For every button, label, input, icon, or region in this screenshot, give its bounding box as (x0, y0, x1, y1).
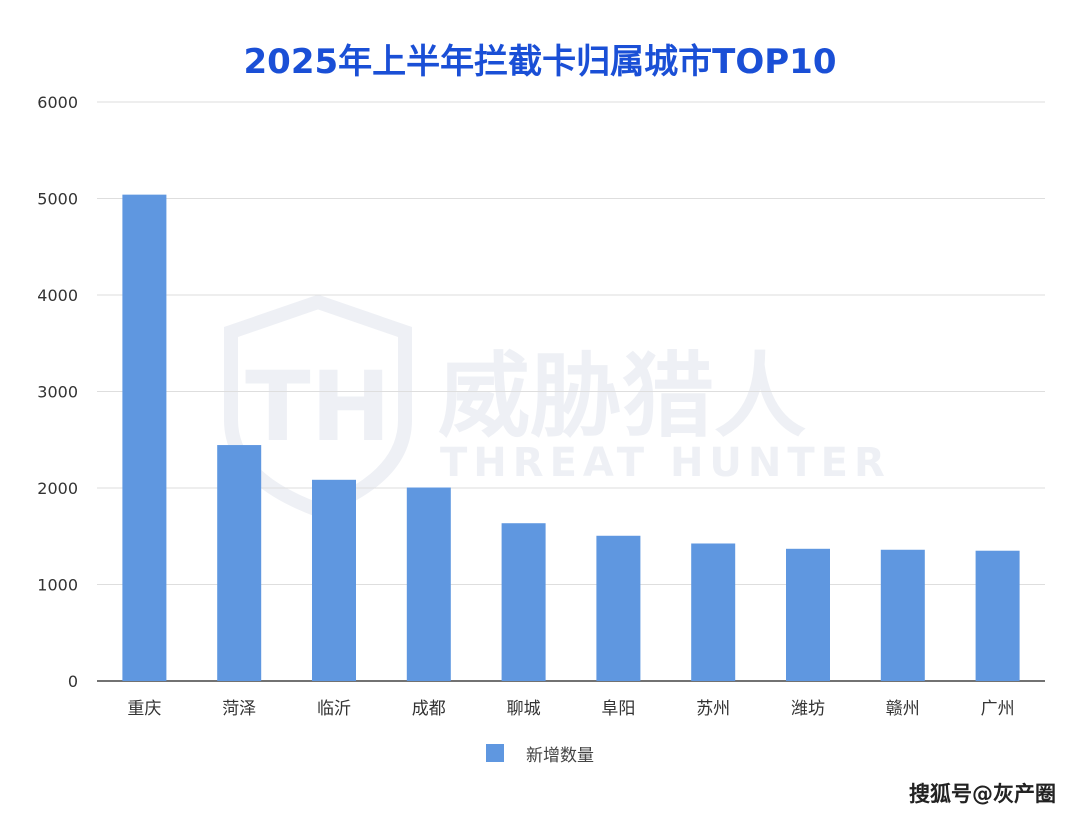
bar (880, 549, 925, 681)
source-credit: 搜狐号@灰产圈 (909, 782, 1056, 806)
bar (975, 550, 1020, 681)
y-tick-label: 3000 (37, 383, 78, 402)
bars (122, 194, 1020, 681)
bar (691, 543, 736, 681)
bar (312, 479, 356, 681)
x-axis-labels: 重庆 菏泽 临沂 成都 聊城 阜阳 苏州 潍坊 赣州 广州 (127, 699, 1014, 719)
y-axis-ticks: 0 1000 2000 3000 4000 5000 6000 (37, 93, 78, 691)
legend: 新增数量 (486, 742, 594, 766)
y-tick-label: 1000 (37, 576, 78, 595)
legend-label: 新增数量 (526, 745, 594, 766)
x-tick-label: 成都 (412, 699, 446, 719)
watermark-mark: TH (245, 351, 391, 463)
watermark-cn: 威胁猎人 (438, 343, 806, 450)
watermark-en: THREAT HUNTER (440, 440, 891, 486)
x-tick-label: 苏州 (696, 699, 730, 719)
bar (122, 194, 167, 681)
y-tick-label: 4000 (37, 286, 78, 305)
x-tick-label: 阜阳 (601, 699, 635, 719)
y-tick-label: 2000 (37, 479, 78, 498)
bar (406, 487, 451, 681)
legend-swatch (486, 744, 504, 762)
x-tick-label: 赣州 (886, 699, 920, 719)
bar (217, 445, 262, 681)
x-tick-label: 广州 (981, 699, 1015, 719)
x-tick-label: 临沂 (317, 699, 351, 719)
bar (596, 535, 641, 681)
x-tick-label: 潍坊 (791, 699, 825, 719)
x-tick-label: 重庆 (127, 699, 161, 719)
y-tick-label: 5000 (37, 190, 78, 209)
bar (501, 523, 546, 681)
chart-title: 2025年上半年拦截卡归属城市TOP10 (243, 42, 837, 82)
y-tick-label: 0 (68, 672, 78, 691)
watermark: TH 威胁猎人 THREAT HUNTER (224, 294, 891, 518)
x-tick-label: 菏泽 (222, 699, 256, 719)
x-tick-label: 聊城 (507, 699, 541, 719)
y-tick-label: 6000 (37, 93, 78, 112)
bar (786, 548, 830, 681)
